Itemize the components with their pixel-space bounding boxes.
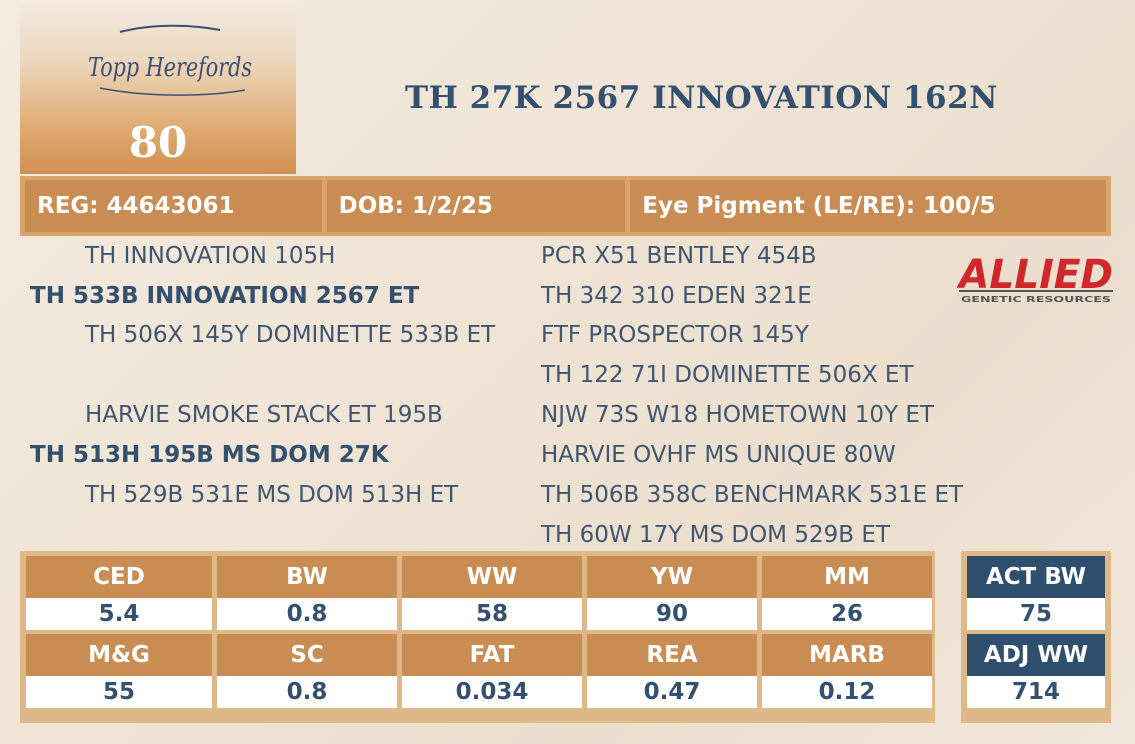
pedigree-sire-sire: TH INNOVATION 105H xyxy=(85,243,336,269)
info-bar: REG: 44643061 DOB: 1/2/25 Eye Pigment (L… xyxy=(20,176,1111,236)
svg-text:Topp Herefords: Topp Herefords xyxy=(88,53,252,83)
stat-value-marb: 0.12 xyxy=(762,676,932,708)
stat-value-rea: 0.47 xyxy=(587,676,757,708)
stat-header-bw: BW xyxy=(217,556,397,598)
animal-name: TH 27K 2567 INNOVATION 162N xyxy=(405,80,998,116)
pedigree-dam-sire: HARVIE SMOKE STACK ET 195B xyxy=(85,402,443,428)
pedigree-dam-dam: TH 529B 531E MS DOM 513H ET xyxy=(85,482,459,508)
date-of-birth: DOB: 1/2/25 xyxy=(326,180,626,232)
topp-herefords-logo: Topp Herefords xyxy=(88,24,252,96)
stat-header-fat: FAT xyxy=(402,634,582,676)
stat-value-yw: 90 xyxy=(587,598,757,630)
adj-ww-value: 714 xyxy=(967,676,1105,708)
svg-text:GENETIC RESOURCES: GENETIC RESOURCES xyxy=(961,295,1111,304)
stat-header-sc: SC xyxy=(217,634,397,676)
eye-pigment: Eye Pigment (LE/RE): 100/5 xyxy=(630,180,1106,232)
stat-header-yw: YW xyxy=(587,556,757,598)
stat-value-fat: 0.034 xyxy=(402,676,582,708)
stat-value-ww: 58 xyxy=(402,598,582,630)
pedigree-sire-dam: TH 506X 145Y DOMINETTE 533B ET xyxy=(85,322,496,348)
stat-value-ced: 5.4 xyxy=(26,598,212,630)
stat-header-marb: MARB xyxy=(762,634,932,676)
stat-value-sc: 0.8 xyxy=(217,676,397,708)
actuals-table: ACT BW 75 ADJ WW 714 xyxy=(961,551,1111,723)
lot-number: 80 xyxy=(128,118,188,167)
stat-header-mg: M&G xyxy=(26,634,212,676)
act-bw-value: 75 xyxy=(967,598,1105,630)
stat-header-mm: MM xyxy=(762,556,932,598)
pedigree-sd-sire: FTF PROSPECTOR 145Y xyxy=(541,322,809,348)
stat-header-rea: REA xyxy=(587,634,757,676)
pedigree-dd-dam: TH 60W 17Y MS DOM 529B ET xyxy=(541,522,890,548)
pedigree-ds-dam: HARVIE OVHF MS UNIQUE 80W xyxy=(541,442,896,468)
stat-value-mm: 26 xyxy=(762,598,932,630)
stat-value-mg: 55 xyxy=(26,676,212,708)
stat-header-ced: CED xyxy=(26,556,212,598)
pedigree-ds-sire: NJW 73S W18 HOMETOWN 10Y ET xyxy=(541,402,934,428)
stat-header-ww: WW xyxy=(402,556,582,598)
pedigree-sire: TH 533B INNOVATION 2567 ET xyxy=(30,283,420,309)
pedigree-sd-dam: TH 122 71I DOMINETTE 506X ET xyxy=(541,362,914,388)
stat-value-bw: 0.8 xyxy=(217,598,397,630)
pedigree-ss-dam: TH 342 310 EDEN 321E xyxy=(541,283,812,309)
adj-ww-header: ADJ WW xyxy=(967,634,1105,676)
pedigree-dd-sire: TH 506B 358C BENCHMARK 531E ET xyxy=(541,482,964,508)
pedigree-dam: TH 513H 195B MS DOM 27K xyxy=(30,442,389,468)
pedigree-ss-sire: PCR X51 BENTLEY 454B xyxy=(541,243,817,269)
logo-panel: Topp Herefords 80 xyxy=(20,0,296,174)
allied-genetic-resources-logo: ALLIED GENETIC RESOURCES xyxy=(957,252,1113,304)
epd-stats-table: CED BW WW YW MM 5.4 0.8 58 90 26 M&G SC … xyxy=(20,551,935,723)
act-bw-header: ACT BW xyxy=(967,556,1105,598)
reg-number: REG: 44643061 xyxy=(25,180,322,232)
